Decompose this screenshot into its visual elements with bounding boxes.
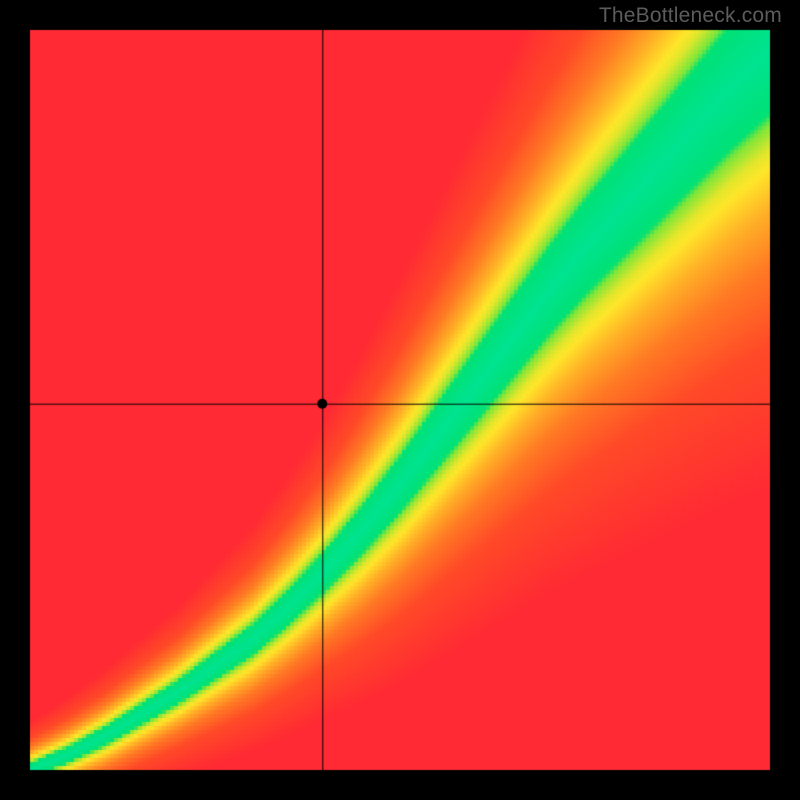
watermark-label: TheBottleneck.com bbox=[599, 4, 782, 28]
chart-container: TheBottleneck.com bbox=[0, 0, 800, 800]
bottleneck-heatmap-canvas bbox=[0, 0, 800, 800]
